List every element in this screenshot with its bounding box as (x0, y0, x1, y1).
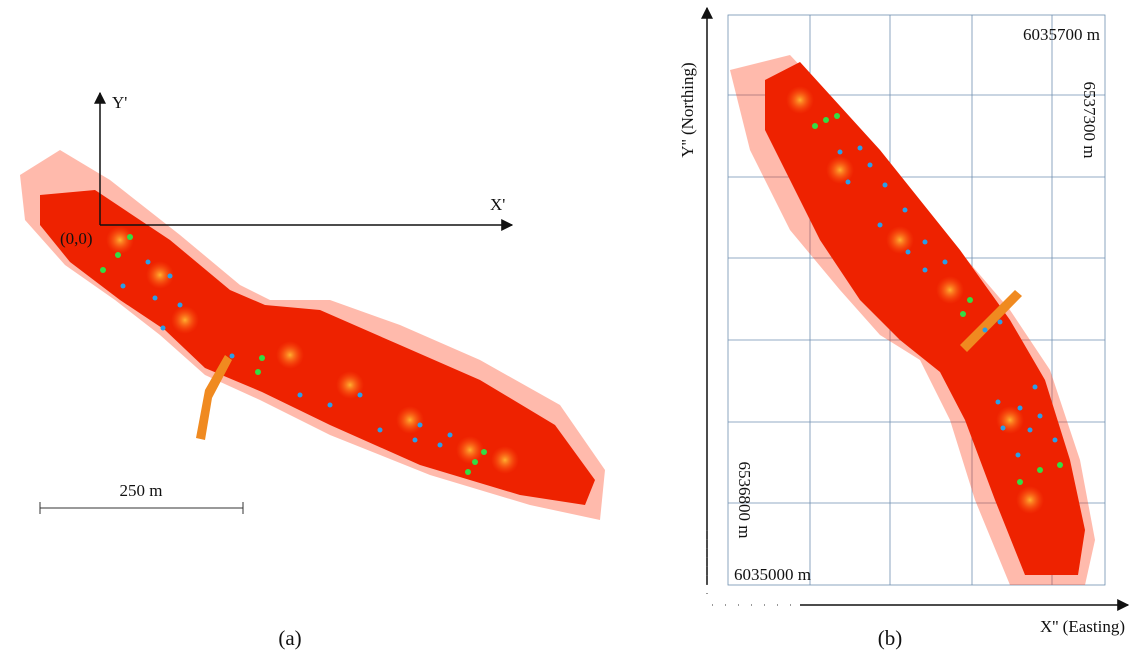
y-axis-label: Y' (112, 93, 127, 112)
coord-label: 6537300 m (1080, 82, 1099, 159)
point-cloud-b (730, 55, 1095, 585)
origin-label: (0,0) (60, 229, 93, 248)
point-cloud-a (20, 150, 605, 520)
coord-label: 6035000 m (734, 565, 811, 584)
y-axis-label: Y'' (Northing) (678, 62, 697, 157)
scale-label: 250 m (120, 481, 163, 500)
coord-label: 6536800 m (735, 462, 754, 539)
coord-label: 6035700 m (1023, 25, 1100, 44)
caption: (a) (278, 626, 301, 650)
caption: (b) (878, 626, 903, 650)
x-axis-label: X'' (Easting) (1040, 617, 1125, 636)
x-axis-label: X' (490, 195, 505, 214)
